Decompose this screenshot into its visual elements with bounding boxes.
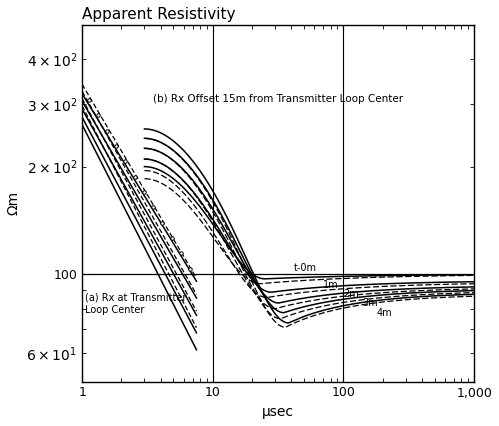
X-axis label: μsec: μsec: [262, 405, 294, 419]
Y-axis label: Ωm: Ωm: [7, 191, 21, 215]
Text: 2m: 2m: [343, 289, 359, 299]
Text: (a) Rx at Transmitter
Loop Center: (a) Rx at Transmitter Loop Center: [85, 292, 186, 315]
Text: Apparent Resistivity: Apparent Resistivity: [82, 7, 236, 22]
Text: 4m: 4m: [377, 308, 392, 318]
Text: (b) Rx Offset 15m from Transmitter Loop Center: (b) Rx Offset 15m from Transmitter Loop …: [153, 94, 403, 104]
Text: t-0m: t-0m: [294, 263, 317, 273]
Text: 3m: 3m: [363, 298, 378, 308]
Text: 1m: 1m: [323, 280, 339, 291]
